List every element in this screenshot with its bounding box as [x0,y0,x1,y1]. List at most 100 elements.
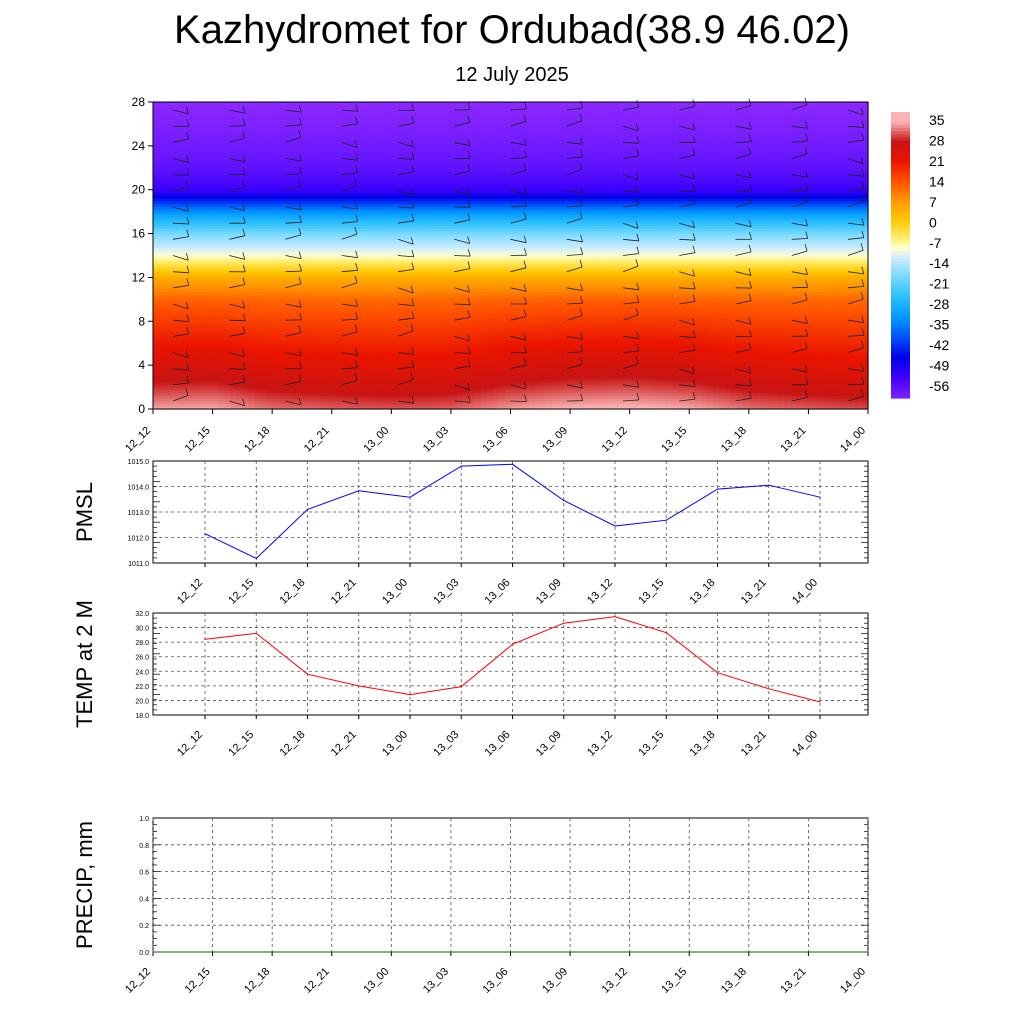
heatmap-cell [540,356,547,361]
heatmap-cell [582,400,589,405]
heatmap-cell [343,356,351,361]
heatmap-cell [474,406,482,410]
heatmap-cell [766,376,774,380]
heatmap-cell [242,373,249,377]
heatmap-cell [504,406,512,410]
heatmap-cell [587,370,595,374]
heatmap-cell [498,378,506,383]
heatmap-cell [790,403,798,407]
heatmap-cell [474,359,482,363]
heatmap-cell [248,356,255,361]
heatmap-cell [802,373,810,377]
heatmap-cell [635,403,643,407]
heatmap-cell [224,403,232,407]
heatmap-cell [820,400,827,405]
heatmap-cell [528,362,535,366]
heatmap-cell [248,381,255,385]
heatmap-cell [164,384,172,388]
heatmap-cell [760,389,768,394]
heatmap-cell [611,362,619,366]
heatmap-cell [343,362,351,366]
heatmap-cell [748,359,756,363]
heatmap-cell [218,389,226,394]
heatmap-cell [564,365,571,369]
heatmap-cell [474,370,482,374]
heatmap-cell [236,398,243,402]
heatmap-cell [272,384,279,388]
heatmap-cell [188,367,196,372]
heatmap-cell [647,365,655,369]
heatmap-cell [820,378,827,383]
heatmap-cell [456,395,464,399]
heatmap-cell [301,398,309,402]
heatmap-cell [313,395,321,399]
heatmap-cell [367,400,375,405]
heatmap-cell [558,384,565,388]
heatmap-cell [623,365,631,369]
heatmap-cell [522,373,529,377]
heatmap-cell [742,395,750,399]
heatmap-cell [504,378,512,383]
heatmap-cell [599,389,607,394]
heatmap-cell [355,398,363,402]
heatmap-cell [361,398,369,402]
heatmap-cell [742,392,750,396]
heatmap-cell [826,389,833,394]
heatmap-cell [206,392,214,396]
heatmap-cell [760,359,768,363]
heatmap-cell [766,395,774,399]
heatmap-cell [188,400,196,405]
heatmap-cell [248,359,255,363]
heatmap-cell [826,398,833,402]
heatmap-cell [230,387,238,391]
heatmap-cell [468,376,476,380]
heatmap-cell [576,378,583,383]
heatmap-cell [164,406,172,410]
heatmap-cell [534,403,541,407]
heatmap-cell [725,370,732,374]
heatmap-cell [784,376,792,380]
heatmap-cell [760,378,768,383]
heatmap-cell [623,403,631,407]
heatmap-cell [254,392,261,396]
heatmap-cell [558,354,565,358]
heatmap-cell [361,367,369,372]
heatmap-cell [176,389,184,394]
heatmap-cell [349,395,357,399]
heatmap-cell [272,403,279,407]
heatmap-cell [510,354,518,358]
heatmap-cell [296,403,303,407]
heatmap-cell [200,365,208,369]
heatmap-cell [665,362,672,366]
heatmap-cell [593,354,601,358]
heatmap-cell [790,378,798,383]
heatmap-cell [200,395,208,399]
heatmap-cell [546,392,553,396]
heatmap-cell [313,362,321,366]
heatmap-cell [254,367,261,372]
heatmap-cell [671,376,678,380]
heatmap-cell [385,387,392,391]
heatmap-cell [439,359,446,363]
heatmap-cell [665,376,672,380]
heatmap-cell [730,359,738,363]
heatmap-cell [623,376,631,380]
heatmap-cell [296,384,303,388]
heatmap-cell [730,367,738,372]
heatmap-cell [349,406,357,410]
heatmap-cell [242,354,249,358]
heatmap-cell [248,398,255,402]
heatmap-cell [611,400,619,405]
heatmap-cell [760,400,768,405]
heatmap-cell [546,400,553,405]
heatmap-cell [272,389,279,394]
heatmap-cell [623,387,631,391]
heatmap-cell [659,381,667,385]
heatmap-cell [325,356,333,361]
heatmap-cell [403,354,410,358]
heatmap-cell [385,392,392,396]
heatmap-cell [182,406,190,410]
heatmap-cell [599,406,607,410]
heatmap-cell [695,395,702,399]
heatmap-cell [820,362,827,366]
